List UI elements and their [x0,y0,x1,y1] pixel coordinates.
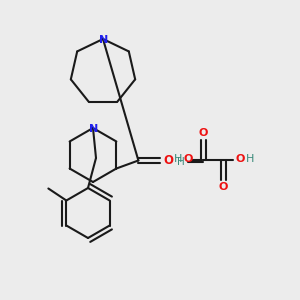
Text: O: O [198,128,208,138]
Text: O: O [235,154,245,164]
Text: H: H [174,154,182,164]
Text: H: H [177,157,185,167]
Text: H: H [246,154,254,164]
Text: N: N [99,35,109,45]
Text: N: N [89,124,99,134]
Text: O: O [218,182,228,192]
Text: O: O [164,154,173,167]
Text: O: O [183,154,193,164]
